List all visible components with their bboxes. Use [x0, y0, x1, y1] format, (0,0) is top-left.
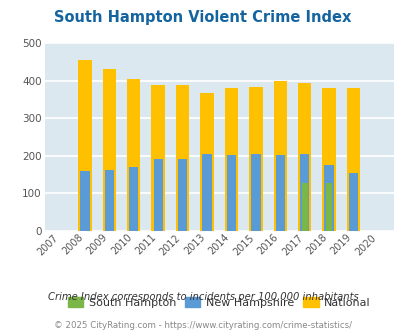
Bar	[275, 155, 284, 231]
Text: © 2025 CityRating.com - https://www.cityrating.com/crime-statistics/: © 2025 CityRating.com - https://www.city…	[54, 321, 351, 330]
Bar	[346, 88, 359, 231]
Bar	[301, 183, 307, 231]
Bar	[251, 154, 260, 231]
Bar	[322, 88, 335, 231]
Bar	[102, 69, 116, 231]
Text: South Hampton Violent Crime Index: South Hampton Violent Crime Index	[54, 10, 351, 25]
Bar	[151, 85, 164, 231]
Bar	[127, 79, 140, 231]
Bar	[324, 165, 333, 231]
Bar	[325, 183, 331, 231]
Bar	[175, 85, 189, 231]
Bar	[273, 81, 286, 231]
Bar	[104, 170, 114, 231]
Text: Crime Index corresponds to incidents per 100,000 inhabitants: Crime Index corresponds to incidents per…	[47, 292, 358, 302]
Bar	[348, 174, 357, 231]
Bar	[299, 154, 309, 231]
Bar	[249, 86, 262, 231]
Bar	[177, 159, 187, 231]
Bar	[78, 60, 92, 231]
Bar	[200, 92, 213, 231]
Bar	[153, 159, 162, 231]
Bar	[129, 167, 138, 231]
Bar	[202, 154, 211, 231]
Bar	[297, 83, 311, 231]
Bar	[226, 155, 235, 231]
Legend: South Hampton, New Hampshire, National: South Hampton, New Hampshire, National	[63, 293, 375, 312]
Bar	[224, 88, 238, 231]
Bar	[80, 171, 90, 231]
